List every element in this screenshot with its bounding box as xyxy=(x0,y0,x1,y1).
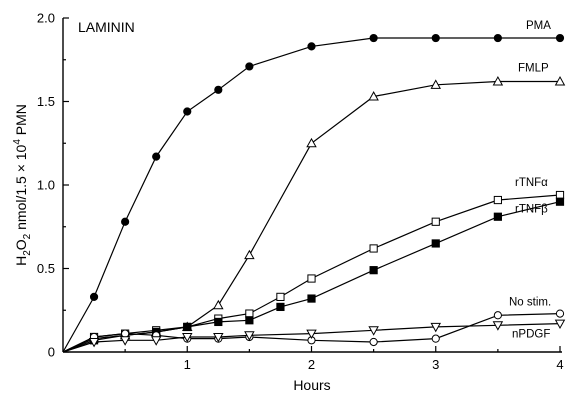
data-point xyxy=(119,336,131,346)
series-label-rtnf: rTNFα xyxy=(515,177,548,189)
series-line xyxy=(62,194,561,353)
data-point xyxy=(214,317,223,327)
series-label-pma: PMA xyxy=(526,20,551,32)
data-point xyxy=(183,322,192,332)
series-no-stim xyxy=(62,309,565,353)
data-point xyxy=(555,309,565,318)
series-line xyxy=(62,80,560,353)
data-point xyxy=(431,239,440,248)
x-tick-label: 2 xyxy=(308,357,315,372)
series-label-no-stim: No stim. xyxy=(509,297,551,309)
data-point xyxy=(368,91,379,101)
data-point xyxy=(276,292,285,301)
data-point xyxy=(307,294,316,303)
data-point xyxy=(554,76,566,86)
data-point xyxy=(306,137,317,148)
data-point xyxy=(369,244,378,253)
data-point xyxy=(493,311,502,320)
series-fmlp xyxy=(62,76,566,353)
y-tick-label: 1.0 xyxy=(37,178,55,193)
data-point xyxy=(369,337,378,347)
series-label-fmlp: FMLP xyxy=(518,62,549,74)
data-point xyxy=(492,76,504,86)
series-label-npdgf: nPDGF xyxy=(512,329,550,341)
data-point xyxy=(493,33,502,43)
data-point xyxy=(431,217,440,226)
data-point xyxy=(183,107,192,116)
data-point xyxy=(307,274,316,283)
data-point xyxy=(88,337,100,348)
data-point xyxy=(245,62,254,71)
data-point xyxy=(152,152,161,161)
series-npdgf xyxy=(62,319,566,353)
series-layer xyxy=(62,33,566,353)
y-tick-label: 1.5 xyxy=(37,94,55,109)
data-point xyxy=(245,316,254,325)
data-point xyxy=(368,326,379,336)
data-point xyxy=(245,309,254,318)
data-point xyxy=(244,331,255,341)
data-point xyxy=(121,329,130,338)
data-point xyxy=(555,33,565,43)
data-point xyxy=(150,336,162,346)
data-point xyxy=(276,302,285,312)
data-point xyxy=(121,217,130,226)
y-tick-label: 2.0 xyxy=(37,11,55,26)
series-rtnf xyxy=(62,190,565,353)
data-point xyxy=(213,332,224,343)
data-point xyxy=(214,85,223,94)
data-point xyxy=(306,329,317,340)
series-line xyxy=(62,313,561,353)
data-point xyxy=(431,33,440,43)
x-tick-label: 3 xyxy=(432,357,439,372)
series-line xyxy=(62,37,560,353)
y-tick-label: 0 xyxy=(48,345,55,360)
ticks-layer: 0 0.5 1.0 1.5 2.0 1 2 3 4 xyxy=(37,11,564,373)
y-tick-label: 0.5 xyxy=(37,261,55,276)
series-labels-layer: PMA FMLP rTNFα rTNFβ No stim. nPDGF xyxy=(509,20,551,341)
chart-title: LAMININ xyxy=(78,19,135,35)
data-point xyxy=(244,249,255,260)
data-point xyxy=(430,79,441,89)
data-point xyxy=(493,195,502,205)
series-label-rtnf: rTNFβ xyxy=(515,204,548,216)
y-axis-title: H2O2 nmol/1.5 × 104 PMN xyxy=(12,104,33,266)
data-point xyxy=(182,332,193,343)
data-point xyxy=(555,197,565,206)
data-point xyxy=(213,299,224,310)
data-point xyxy=(554,319,566,330)
series-line xyxy=(62,323,561,353)
data-point xyxy=(555,190,565,200)
data-point xyxy=(492,321,504,331)
data-point xyxy=(369,266,378,275)
x-tick-label: 4 xyxy=(556,357,563,372)
data-point xyxy=(89,292,99,301)
data-point xyxy=(430,322,441,333)
data-point xyxy=(307,42,316,51)
data-point xyxy=(493,212,502,221)
series-pma xyxy=(62,33,565,353)
x-tick-label: 1 xyxy=(184,357,191,372)
x-axis-title: Hours xyxy=(293,377,330,393)
data-point xyxy=(369,33,378,43)
data-point xyxy=(431,334,440,343)
